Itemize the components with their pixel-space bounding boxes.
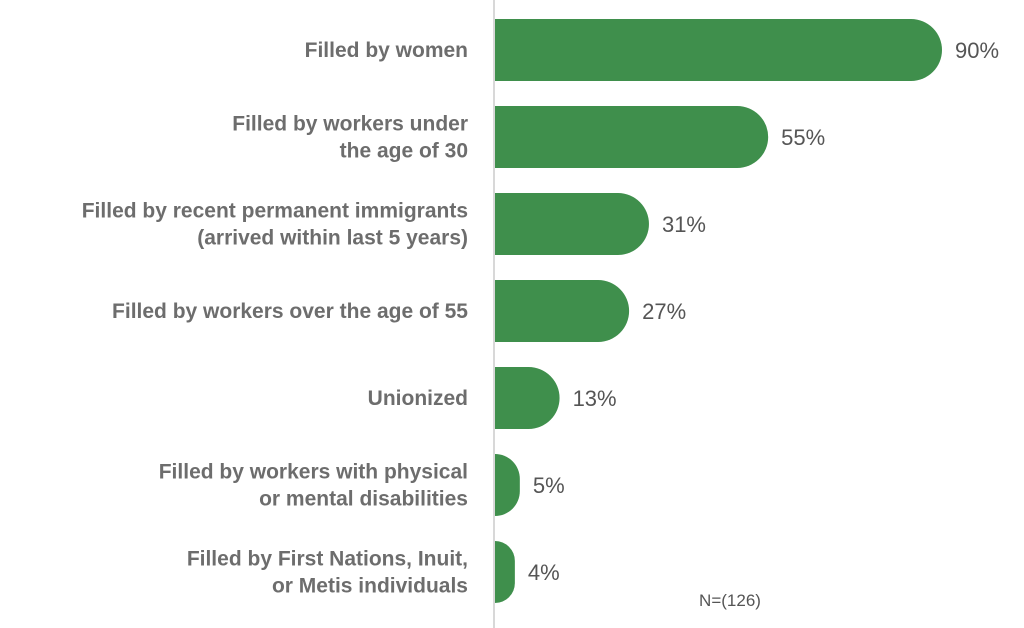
value-label-5: 5% [533,473,565,498]
bar-2 [495,193,649,255]
bar-4 [495,367,560,429]
category-label-6-line-1: or Metis individuals [272,575,468,598]
bar-6 [495,541,515,603]
category-label-4-line-0: Unionized [368,387,468,410]
value-label-0: 90% [955,38,999,63]
value-label-1: 55% [781,125,825,150]
category-label-5-line-1: or mental disabilities [259,488,468,511]
value-label-2: 31% [662,212,706,237]
value-label-3: 27% [642,299,686,324]
category-labels-layer: Filled by women Filled by workers under th… [82,39,469,598]
bar-3 [495,280,630,342]
category-label-0-line-0: Filled by women [305,39,468,62]
value-label-6: 4% [528,560,560,585]
bar-5 [495,454,520,516]
category-label-1-line-1: the age of 30 [340,140,468,163]
value-label-4: 13% [573,386,617,411]
bars-layer [495,19,942,603]
category-label-2-line-0: Filled by recent permanent immigrants [82,200,468,223]
category-label-6-line-0: Filled by First Nations, Inuit, [187,548,468,571]
category-label-2-line-1: (arrived within last 5 years) [197,227,468,250]
category-label-3-line-0: Filled by workers over the age of 55 [112,300,468,323]
bar-0 [495,19,942,81]
bar-1 [495,106,769,168]
value-labels-layer: 90% 55% 31% 27% 13% 5% 4% [528,38,999,585]
sample-size-note: N=(126) [699,591,761,610]
category-label-1-line-0: Filled by workers under [232,113,468,136]
category-label-5-line-0: Filled by workers with physical [159,461,468,484]
